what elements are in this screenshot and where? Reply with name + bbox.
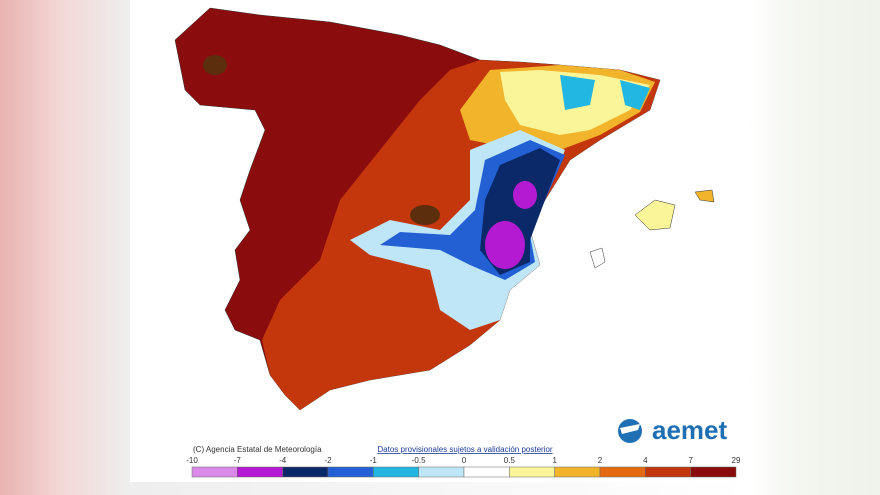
- legend-swatch: [690, 466, 737, 478]
- legend: -10 -7 -4 -2 -1 -0.5 0 0.5 1 2 4 7 29: [186, 456, 741, 478]
- legend-tick-label: 29: [732, 456, 741, 465]
- map: [174, 7, 715, 411]
- legend-tick-label: -2: [324, 456, 332, 465]
- logo-text: aemet: [652, 415, 727, 445]
- legend-swatch: [463, 466, 510, 478]
- legend-tick-label: 1: [552, 456, 557, 465]
- legend-tick-label: -1: [370, 456, 378, 465]
- legend-tick-label: 2: [598, 456, 603, 465]
- legend-swatch: [373, 466, 419, 478]
- legend-swatch: [645, 466, 691, 478]
- legend-tick-label: -4: [279, 456, 287, 465]
- legend-swatch: [554, 466, 601, 478]
- note: Datos provisionales sujetos a validación…: [377, 445, 553, 454]
- credit: (C) Agencia Estatal de Meteorología: [193, 445, 322, 454]
- legend-tick-label: 7: [688, 456, 693, 465]
- legend-tick-label: 4: [643, 456, 648, 465]
- legend-swatch: [282, 466, 329, 478]
- legend-tick-label: -10: [186, 456, 198, 465]
- legend-tick-label: 0: [462, 456, 467, 465]
- legend-tick-label: -0.5: [412, 456, 426, 465]
- logo-icon: [618, 419, 642, 443]
- legend-tick-label: -7: [234, 456, 242, 465]
- legend-swatch: [509, 466, 555, 478]
- legend-swatch: [599, 466, 646, 478]
- legend-swatch: [327, 466, 374, 478]
- legend-swatch: [191, 466, 238, 478]
- legend-swatch: [237, 466, 283, 478]
- legend-tick-label: 0.5: [504, 456, 516, 465]
- legend-swatch: [418, 466, 465, 478]
